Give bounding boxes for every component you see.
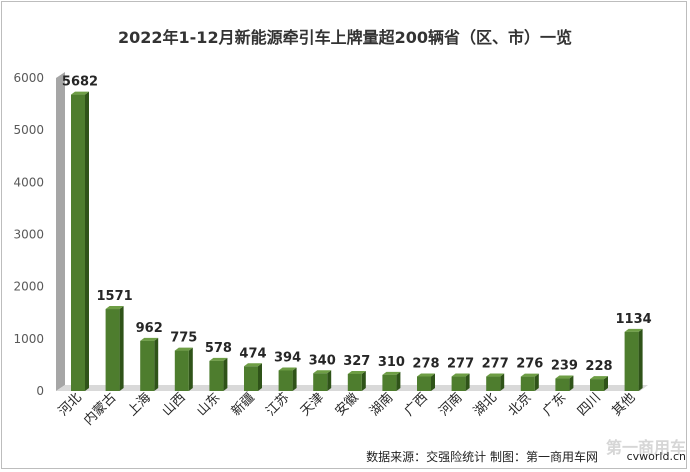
side-wall <box>56 72 65 391</box>
bar <box>590 376 608 391</box>
category-label: 四川 <box>575 390 604 419</box>
value-label: 276 <box>516 357 543 372</box>
category-label: 其他 <box>609 390 638 419</box>
bar <box>244 363 262 391</box>
category-label: 山西 <box>160 390 189 419</box>
bar <box>209 357 228 391</box>
category-label: 北京 <box>506 390 535 419</box>
source-note: 数据来源：交强险统计 制图：第一商用车网 <box>366 450 598 464</box>
category-label: 湖南 <box>367 390 397 420</box>
bar <box>520 373 539 391</box>
bar <box>417 373 435 391</box>
bar <box>313 370 332 391</box>
value-label: 775 <box>170 331 197 346</box>
bar <box>347 370 366 391</box>
y-tick-label: 4000 <box>13 175 44 189</box>
category-label: 山东 <box>194 390 223 419</box>
category-label: 广西 <box>402 390 431 419</box>
y-tick-label: 0 <box>36 384 44 398</box>
bar <box>174 347 193 391</box>
watermark: 第一商用车 <box>605 438 686 457</box>
category-label: 安徽 <box>333 390 362 419</box>
bar <box>451 373 470 391</box>
bar <box>105 306 124 391</box>
bar <box>71 91 89 392</box>
category-label: 河南 <box>436 390 466 420</box>
y-tick-label: 1000 <box>13 332 44 346</box>
category-label: 河北 <box>56 390 85 419</box>
category-label: 内蒙古 <box>81 390 120 429</box>
category-label: 江苏 <box>263 390 293 420</box>
value-label: 239 <box>551 359 578 374</box>
category-label: 湖北 <box>471 390 500 419</box>
chart-title: 2022年1-12月新能源牵引车上牌量超200辆省（区、市）一览 <box>118 28 572 47</box>
y-tick-label: 5000 <box>13 123 44 137</box>
value-label: 327 <box>343 354 370 369</box>
value-label: 228 <box>585 359 612 374</box>
category-label: 新疆 <box>228 390 258 420</box>
y-tick-label: 2000 <box>13 280 44 294</box>
value-label: 340 <box>309 353 336 368</box>
category-label: 上海 <box>125 390 154 419</box>
value-label: 5682 <box>62 75 98 90</box>
value-label: 277 <box>447 357 474 372</box>
category-label: 天津 <box>298 390 327 419</box>
watermark-url: cvworld.cn <box>626 450 686 463</box>
bar <box>486 373 505 391</box>
value-label: 474 <box>239 346 266 361</box>
y-tick-label: 3000 <box>13 228 44 242</box>
bar <box>140 337 159 391</box>
value-label: 278 <box>412 356 439 371</box>
bar <box>382 371 401 391</box>
value-label: 394 <box>274 350 301 365</box>
y-tick-label: 6000 <box>13 71 44 85</box>
value-label: 1571 <box>97 289 133 304</box>
bar <box>555 375 574 391</box>
value-label: 310 <box>378 355 405 370</box>
value-label: 962 <box>136 321 163 336</box>
value-label: 578 <box>205 341 232 356</box>
value-label: 1134 <box>616 312 652 327</box>
category-label: 广东 <box>540 390 569 419</box>
value-label: 277 <box>482 357 509 372</box>
bar <box>624 328 643 391</box>
bar <box>278 367 297 391</box>
